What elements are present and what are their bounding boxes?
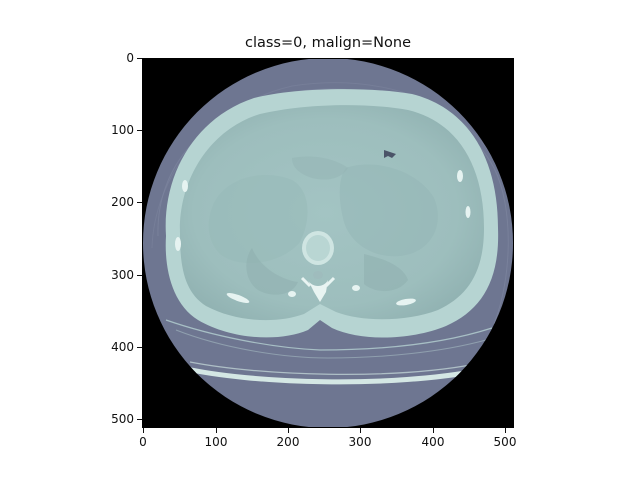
x-tick-label: 300 bbox=[348, 435, 372, 449]
ribs bbox=[175, 170, 471, 306]
y-tick-label: 500 bbox=[111, 412, 134, 426]
vertebra bbox=[300, 231, 336, 302]
x-tick-label: 100 bbox=[204, 435, 228, 449]
y-tick-mark bbox=[137, 58, 142, 59]
gas-pocket bbox=[384, 150, 396, 158]
axes-frame bbox=[142, 58, 514, 428]
x-tick-mark bbox=[288, 428, 289, 433]
y-tick-label: 0 bbox=[126, 51, 134, 65]
y-tick-label: 400 bbox=[111, 340, 134, 354]
y-tick-mark bbox=[137, 419, 142, 420]
x-tick-mark bbox=[143, 428, 144, 433]
y-tick-label: 100 bbox=[111, 123, 134, 137]
y-tick-label: 200 bbox=[111, 195, 134, 209]
skin-line bbox=[165, 319, 493, 351]
x-tick-mark bbox=[505, 428, 506, 433]
x-tick-label: 200 bbox=[276, 435, 300, 449]
y-tick-mark bbox=[137, 347, 142, 348]
x-tick-label: 400 bbox=[421, 435, 445, 449]
y-tick-label: 300 bbox=[111, 268, 134, 282]
plot-title: class=0, malign=None bbox=[244, 35, 412, 51]
y-tick-mark bbox=[137, 202, 142, 203]
x-tick-label: 0 bbox=[139, 435, 147, 449]
x-tick-label: 500 bbox=[493, 435, 517, 449]
x-tick-mark bbox=[433, 428, 434, 433]
x-tick-mark bbox=[360, 428, 361, 433]
y-tick-mark bbox=[137, 130, 142, 131]
y-tick-mark bbox=[137, 275, 142, 276]
ct-image bbox=[142, 58, 514, 428]
ct-table bbox=[181, 365, 483, 385]
image-axes bbox=[142, 58, 514, 428]
x-tick-mark bbox=[216, 428, 217, 433]
